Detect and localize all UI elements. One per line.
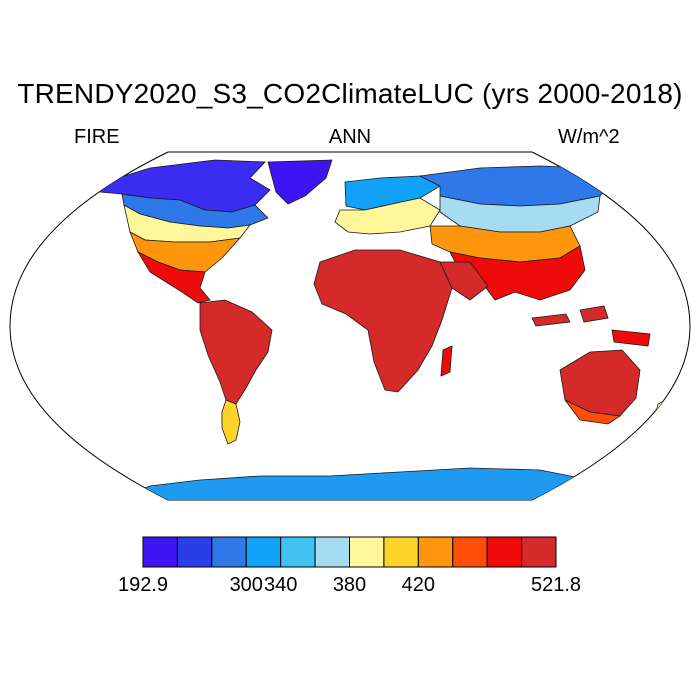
south-america [199, 299, 273, 405]
colorbar-swatch [417, 536, 454, 568]
season-label: ANN [328, 126, 372, 148]
units-label: W/m^2 [558, 126, 620, 148]
south-america-south [221, 399, 241, 445]
indonesia-2 [579, 305, 609, 323]
plot-title: TRENDY2020_S3_CO2ClimateLUC (yrs 2000-20… [17, 78, 683, 109]
antarctica [119, 467, 621, 500]
colorbar-swatch [349, 536, 385, 568]
colorbar-swatch [314, 536, 351, 568]
africa [313, 249, 453, 393]
colorbar-tick-label: 380 [332, 574, 367, 596]
colorbar-swatch [280, 536, 316, 568]
greenland [267, 159, 333, 205]
variable-label: FIRE [74, 126, 120, 148]
colorbar-tick-label: 521.8 [530, 574, 582, 596]
colorbar-swatch [142, 536, 178, 568]
colorbar-swatch [452, 536, 488, 568]
colorbar-swatch [486, 536, 523, 568]
central-america [136, 251, 211, 304]
colorbar-tick-label: 420 [401, 574, 436, 596]
colorbar-tick-label: 340 [263, 574, 298, 596]
asia-central [439, 195, 601, 233]
colorbar-swatch [383, 536, 419, 568]
colorbar-tick-label: 192.9 [117, 574, 169, 596]
madagascar [440, 345, 453, 377]
colorbar-swatch [211, 536, 247, 568]
indonesia-1 [531, 313, 571, 327]
new-guinea [611, 329, 651, 347]
australia-south [564, 399, 622, 425]
colorbar-swatch [245, 536, 282, 568]
colorbar-swatch [176, 536, 213, 568]
colorbar-swatch [521, 536, 557, 568]
colorbar-tick-label: 300 [229, 574, 263, 596]
middle-east [439, 261, 489, 301]
